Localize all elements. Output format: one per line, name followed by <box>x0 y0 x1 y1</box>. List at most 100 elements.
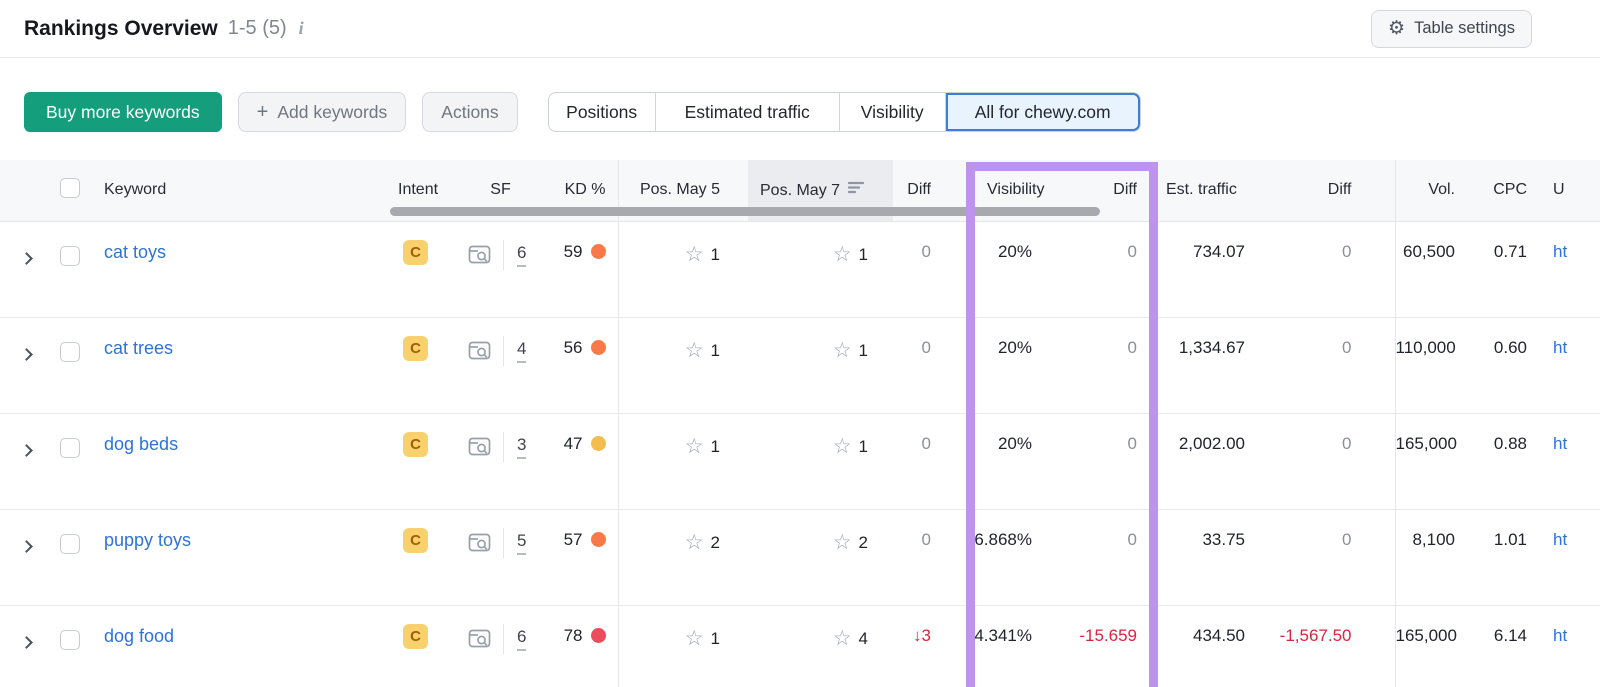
plus-icon: + <box>256 100 269 123</box>
cpc-value: 1.01 <box>1493 529 1527 549</box>
serp-features-count[interactable]: 6 <box>517 627 527 651</box>
column-header-est-diff[interactable]: Diff <box>1270 160 1395 222</box>
pos-may7-value: 1 <box>858 244 868 264</box>
pos-diff-value: ↓3 <box>913 625 931 645</box>
kd-difficulty-dot <box>590 531 606 547</box>
volume-value: 165,000 <box>1395 433 1457 453</box>
serp-features-count[interactable]: 3 <box>517 435 527 459</box>
url-link[interactable]: ht <box>1553 625 1568 645</box>
est-traffic-value: 2,002.00 <box>1178 433 1245 453</box>
intent-badge-commercial: C <box>403 527 428 553</box>
horizontal-scrollbar-thumb[interactable] <box>390 207 1100 216</box>
visibility-diff-value: 0 <box>1127 529 1137 549</box>
table-settings-button[interactable]: ⚙ Table settings <box>1371 9 1532 48</box>
expand-row-icon[interactable] <box>19 251 33 265</box>
serp-features-count[interactable]: 5 <box>517 531 527 555</box>
star-icon: ☆ <box>832 242 852 266</box>
url-link[interactable]: ht <box>1553 337 1568 357</box>
star-icon: ☆ <box>832 338 852 362</box>
est-traffic-value: 734.07 <box>1193 241 1245 261</box>
pos-may5-value: 1 <box>710 340 720 360</box>
kd-value: 47 <box>563 433 583 453</box>
results-range: 1-5 (5) <box>227 17 287 39</box>
column-header-est-traffic[interactable]: Est. traffic <box>1153 160 1270 222</box>
column-header-url[interactable]: U <box>1537 160 1600 222</box>
serp-features-count[interactable]: 6 <box>517 243 527 267</box>
kd-value: 59 <box>563 241 583 261</box>
segment-visibility[interactable]: Visibility <box>840 93 946 131</box>
star-icon: ☆ <box>832 530 852 554</box>
kd-value: 57 <box>563 529 583 549</box>
table-row: cat trees C 4 56 ☆ 1 ☆ 1 0 20% 0 1,334.67 … <box>0 317 1600 414</box>
pos-may7-value: 1 <box>858 436 868 456</box>
star-icon: ☆ <box>832 434 852 458</box>
est-traffic-value: 434.50 <box>1193 625 1245 645</box>
row-checkbox[interactable] <box>60 341 80 362</box>
segment-estimated-traffic[interactable]: Estimated traffic <box>656 93 840 131</box>
table-row: dog beds C 3 47 ☆ 1 ☆ 1 0 20% 0 2,002.00 0… <box>0 413 1600 510</box>
add-keywords-button[interactable]: + Add keywords <box>237 92 407 132</box>
kd-difficulty-dot <box>590 627 606 643</box>
info-icon[interactable]: i <box>298 18 304 38</box>
visibility-value: 20% <box>997 337 1032 357</box>
gear-icon: ⚙ <box>1388 18 1406 39</box>
title-bar: Rankings Overview 1-5 (5) i ⚙ Table sett… <box>0 0 1600 58</box>
buy-more-keywords-button[interactable]: Buy more keywords <box>24 92 222 132</box>
pos-may5-value: 2 <box>710 532 720 552</box>
column-header-volume[interactable]: Vol. <box>1394 160 1467 222</box>
star-icon: ☆ <box>684 242 704 266</box>
est-traffic-value: 33.75 <box>1202 529 1245 549</box>
url-link[interactable]: ht <box>1553 433 1568 453</box>
table-settings-label: Table settings <box>1414 19 1515 37</box>
pos-may5-value: 1 <box>710 628 720 648</box>
expand-row-icon[interactable] <box>19 635 33 649</box>
row-checkbox[interactable] <box>60 629 80 650</box>
select-all-checkbox[interactable] <box>60 177 80 198</box>
est-diff-value: 0 <box>1342 337 1352 357</box>
row-checkbox[interactable] <box>60 437 80 458</box>
expand-row-icon[interactable] <box>19 443 33 457</box>
actions-button[interactable]: Actions <box>422 92 518 132</box>
visibility-value: 20% <box>997 241 1032 261</box>
url-link[interactable]: ht <box>1553 241 1568 261</box>
keyword-link[interactable]: dog food <box>104 625 175 646</box>
volume-value: 110,000 <box>1395 337 1456 357</box>
pos-may7-value: 4 <box>858 628 868 648</box>
pos-diff-value: 0 <box>921 529 931 549</box>
keyword-link[interactable]: cat toys <box>104 241 167 262</box>
keyword-link[interactable]: dog beds <box>104 433 179 454</box>
pos-may7-value: 1 <box>858 340 868 360</box>
column-header-cpc[interactable]: CPC <box>1467 160 1537 222</box>
visibility-diff-value: -15.659 <box>1079 625 1137 645</box>
volume-value: 60,500 <box>1403 241 1455 261</box>
volume-value: 165,000 <box>1395 625 1457 645</box>
row-checkbox[interactable] <box>60 533 80 554</box>
serp-features-icon <box>468 533 491 552</box>
column-header-keyword[interactable]: Keyword <box>88 160 383 222</box>
expand-row-icon[interactable] <box>19 539 33 553</box>
toolbar: Buy more keywords + Add keywords Actions… <box>24 92 1600 132</box>
star-icon: ☆ <box>684 338 704 362</box>
serp-features-count[interactable]: 4 <box>517 339 527 363</box>
kd-difficulty-dot <box>590 243 606 259</box>
pos-may5-value: 1 <box>710 436 720 456</box>
row-checkbox[interactable] <box>60 245 80 266</box>
serp-features-icon <box>468 341 491 360</box>
segment-all-for-domain[interactable]: All for chewy.com <box>945 93 1140 131</box>
url-link[interactable]: ht <box>1553 529 1568 549</box>
keyword-link[interactable]: puppy toys <box>104 529 192 550</box>
add-keywords-label: Add keywords <box>277 101 388 122</box>
serp-features-icon <box>468 629 491 648</box>
intent-badge-commercial: C <box>403 623 428 649</box>
pos-diff-value: 0 <box>921 337 931 357</box>
table-row: cat toys C 6 59 ☆ 1 ☆ 1 0 20% 0 734.07 0 6… <box>0 221 1600 318</box>
keyword-link[interactable]: cat trees <box>104 337 174 358</box>
table-row: dog food C 6 78 ☆ 1 ☆ 4 ↓3 4.341% -15.659 … <box>0 605 1600 687</box>
visibility-value: 6.868% <box>974 529 1032 549</box>
serp-features-icon <box>468 245 491 264</box>
segment-positions[interactable]: Positions <box>549 93 656 131</box>
pos-may5-value: 1 <box>710 244 720 264</box>
expand-row-icon[interactable] <box>19 347 33 361</box>
kd-difficulty-dot <box>590 339 606 355</box>
